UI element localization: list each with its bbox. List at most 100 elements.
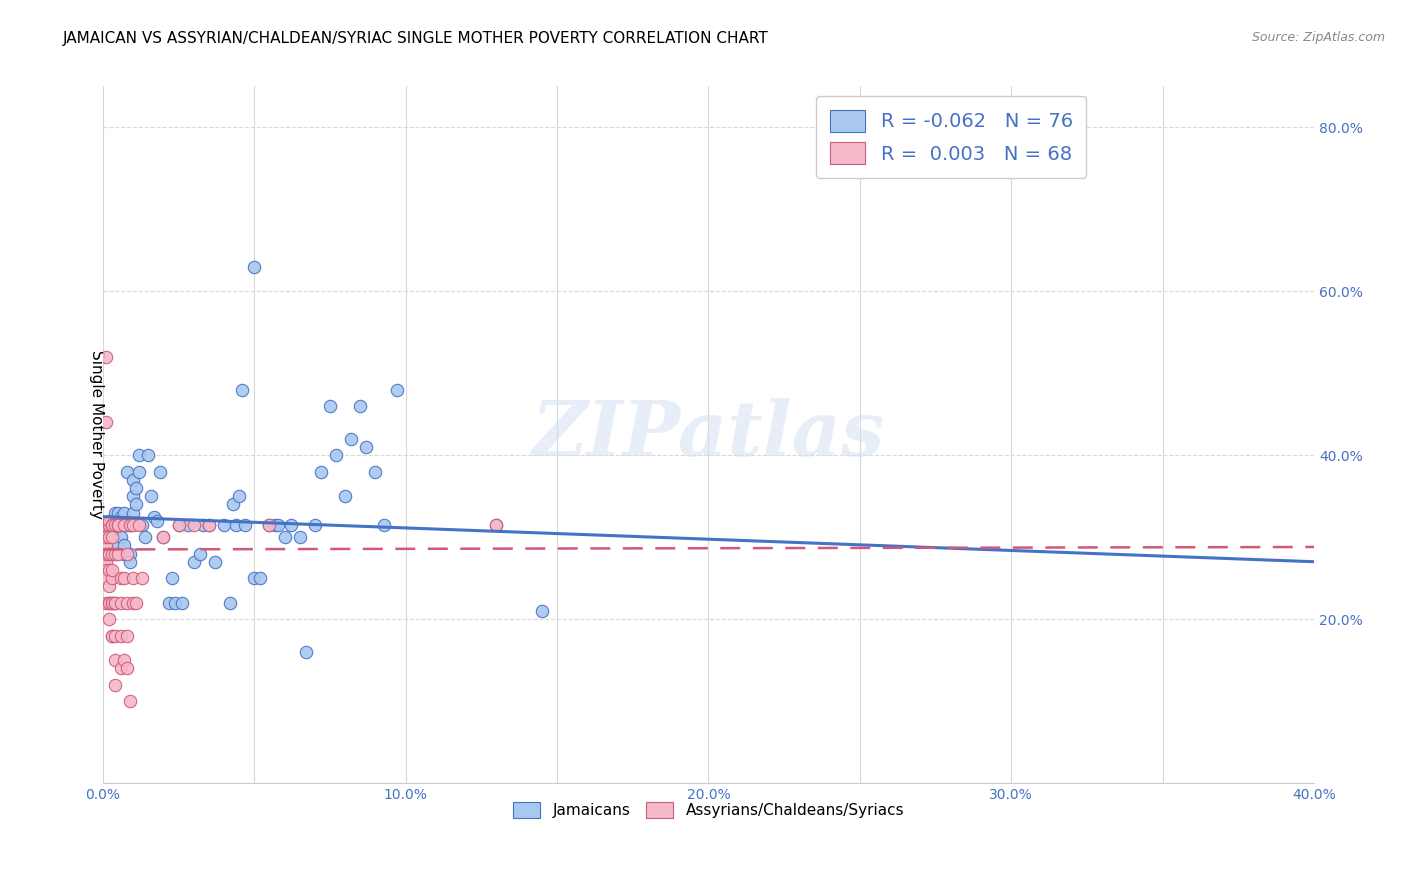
Point bbox=[267, 517, 290, 532]
Point bbox=[188, 547, 211, 561]
Point bbox=[146, 514, 169, 528]
Point bbox=[143, 509, 166, 524]
Point bbox=[101, 514, 124, 528]
Point bbox=[120, 547, 142, 561]
Point bbox=[128, 465, 150, 479]
Point bbox=[110, 628, 132, 642]
Point bbox=[165, 596, 187, 610]
Point bbox=[112, 517, 135, 532]
Point bbox=[176, 517, 198, 532]
Point bbox=[373, 517, 395, 532]
Point bbox=[97, 579, 120, 593]
Y-axis label: Single Mother Poverty: Single Mother Poverty bbox=[89, 351, 104, 519]
Point bbox=[183, 555, 205, 569]
Point bbox=[97, 547, 120, 561]
Point bbox=[104, 678, 127, 692]
Point bbox=[94, 563, 117, 577]
Text: JAMAICAN VS ASSYRIAN/CHALDEAN/SYRIAC SINGLE MOTHER POVERTY CORRELATION CHART: JAMAICAN VS ASSYRIAN/CHALDEAN/SYRIAC SIN… bbox=[63, 31, 769, 46]
Text: ZIPatlas: ZIPatlas bbox=[531, 398, 884, 472]
Point bbox=[122, 596, 145, 610]
Point bbox=[101, 517, 124, 532]
Point bbox=[152, 530, 174, 544]
Point bbox=[107, 538, 129, 552]
Point bbox=[112, 571, 135, 585]
Point bbox=[198, 517, 221, 532]
Point bbox=[112, 547, 135, 561]
Point bbox=[94, 596, 117, 610]
Point bbox=[101, 596, 124, 610]
Point bbox=[115, 547, 138, 561]
Point bbox=[122, 489, 145, 503]
Point bbox=[104, 596, 127, 610]
Point bbox=[228, 489, 250, 503]
Point bbox=[107, 517, 129, 532]
Point bbox=[101, 563, 124, 577]
Point bbox=[167, 517, 190, 532]
Point bbox=[333, 489, 356, 503]
Legend: Jamaicans, Assyrians/Chaldeans/Syriacs: Jamaicans, Assyrians/Chaldeans/Syriacs bbox=[506, 796, 910, 824]
Point bbox=[131, 571, 153, 585]
Point bbox=[112, 506, 135, 520]
Point bbox=[104, 596, 127, 610]
Point bbox=[97, 596, 120, 610]
Point bbox=[231, 383, 253, 397]
Point bbox=[122, 473, 145, 487]
Point bbox=[110, 596, 132, 610]
Point bbox=[94, 517, 117, 532]
Point bbox=[104, 506, 127, 520]
Point bbox=[110, 517, 132, 532]
Point bbox=[125, 497, 148, 511]
Point bbox=[243, 571, 266, 585]
Point bbox=[120, 517, 142, 532]
Point bbox=[204, 555, 226, 569]
Point bbox=[122, 506, 145, 520]
Point bbox=[97, 517, 120, 532]
Point bbox=[264, 517, 287, 532]
Point bbox=[101, 628, 124, 642]
Point bbox=[94, 517, 117, 532]
Point bbox=[101, 628, 124, 642]
Point bbox=[94, 571, 117, 585]
Point bbox=[101, 530, 124, 544]
Point bbox=[136, 448, 159, 462]
Point bbox=[309, 465, 332, 479]
Point bbox=[131, 517, 153, 532]
Point bbox=[167, 517, 190, 532]
Point bbox=[349, 399, 371, 413]
Point bbox=[243, 260, 266, 274]
Point bbox=[249, 571, 271, 585]
Point bbox=[125, 481, 148, 495]
Point bbox=[115, 465, 138, 479]
Point bbox=[115, 517, 138, 532]
Point bbox=[273, 530, 295, 544]
Point bbox=[222, 497, 245, 511]
Point bbox=[485, 517, 508, 532]
Point bbox=[120, 694, 142, 708]
Point bbox=[107, 547, 129, 561]
Point bbox=[107, 517, 129, 532]
Point bbox=[159, 596, 181, 610]
Point bbox=[104, 517, 127, 532]
Point bbox=[115, 596, 138, 610]
Point bbox=[212, 517, 235, 532]
Point bbox=[152, 530, 174, 544]
Point bbox=[104, 653, 127, 667]
Point bbox=[294, 645, 316, 659]
Point bbox=[110, 661, 132, 675]
Point bbox=[149, 465, 172, 479]
Point bbox=[104, 514, 127, 528]
Point bbox=[128, 448, 150, 462]
Point bbox=[219, 596, 242, 610]
Point bbox=[259, 517, 281, 532]
Point bbox=[112, 653, 135, 667]
Point bbox=[104, 628, 127, 642]
Point bbox=[94, 538, 117, 552]
Point bbox=[97, 517, 120, 532]
Point bbox=[101, 517, 124, 532]
Point bbox=[191, 517, 214, 532]
Point bbox=[288, 530, 311, 544]
Point bbox=[115, 661, 138, 675]
Point bbox=[125, 596, 148, 610]
Point bbox=[94, 416, 117, 430]
Point bbox=[225, 517, 247, 532]
